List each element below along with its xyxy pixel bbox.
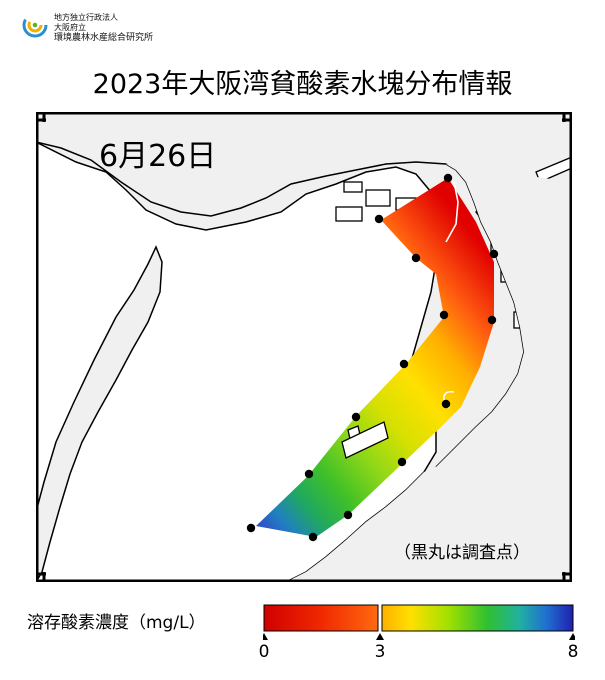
colorbar-low-segment [263,604,379,632]
station-point [304,469,314,479]
awaji-island [36,245,163,582]
colorbar [263,604,575,640]
colorbar-high-segment [381,604,574,632]
station-point [489,249,499,259]
station-point [439,310,449,320]
map-legend-note: （黒丸は調査点） [394,543,530,563]
osaka-bay-map: 6月26日 （黒丸は調査点） [36,112,572,582]
station-point [246,523,256,533]
east-land [286,164,572,582]
station-point [411,253,421,263]
tick-label-8: 8 [567,642,579,662]
do-contour-3 [445,181,459,243]
station-point [351,412,361,422]
tick-marker-8 [569,633,575,640]
map-frame [36,112,572,582]
station-point [343,510,353,520]
station-point [487,315,497,325]
page-title: 2023年大阪湾貧酸素水塊分布情報 [92,69,513,100]
osaka-research-institute-logo-icon [22,12,48,38]
north-land [36,112,572,216]
tick-marker-0 [263,633,268,640]
station-point [397,457,407,467]
station-point [443,173,453,183]
tick-label-3: 3 [374,642,386,662]
station-point [441,399,451,409]
dissolved-oxygen-distribution [256,178,494,537]
survey-stations [246,173,499,542]
station-point [399,359,409,369]
tick-marker-3 [376,633,384,640]
reclaimed-island [341,421,389,459]
map-date-label: 6月26日 [99,139,216,174]
legend-label: 溶存酸素濃度（mg/L） [27,613,206,633]
org-line-3: 環境農林水産総合研究所 [54,33,154,43]
station-point [374,214,384,224]
org-line-2: 大阪府立 [54,23,86,32]
tick-label-0: 0 [258,642,270,662]
north-coastline [36,141,447,217]
institute-logo: 地方独立行政法人 大阪府立 環境農林水産総合研究所 [22,10,222,46]
frame-ticks [37,113,571,581]
station-point [308,532,318,542]
org-line-1: 地方独立行政法人 [54,13,118,22]
